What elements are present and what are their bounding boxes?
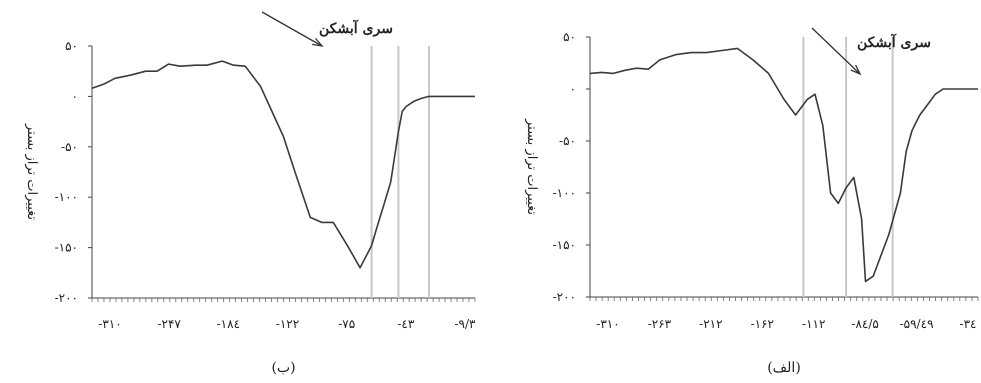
y-tick-label: -۱۰۰ bbox=[55, 190, 78, 204]
x-tick-label: -۵۹/٤۹ bbox=[900, 317, 934, 331]
x-tick-label: -۳۱۰ bbox=[98, 317, 121, 331]
y-tick-label: ۵۰ bbox=[563, 30, 576, 44]
y-axis-label: تغییرات تراز بستر bbox=[24, 123, 39, 220]
x-tick-label: -۸٤/۵ bbox=[851, 317, 878, 331]
x-tick-label: -۱۸٤ bbox=[217, 317, 240, 331]
x-tick-label: -۳۱۰ bbox=[596, 317, 619, 331]
y-tick-label: -۲۰۰ bbox=[553, 290, 576, 304]
groyne-series-annotation: سری آبشکن bbox=[319, 19, 393, 37]
x-tick-label: -۷۵ bbox=[338, 317, 355, 331]
chart-panel-b: ۵۰ ۰ -۵۰ -۱۰۰ -۱۵۰ -۲۰۰ -۳۱۰ -۲۴۷ -۱۸٤ -۱۲۲ -۷۵ -٤۳… bbox=[24, 11, 477, 376]
x-tick-label: -۹/۳ bbox=[455, 317, 477, 331]
x-tick-label: -۱۱۲ bbox=[802, 317, 825, 331]
y-axis-label: تغییرات تراز بستر bbox=[524, 118, 539, 215]
y-tick-label: ۵۰ bbox=[65, 39, 78, 53]
y-tick-label: -۵۰ bbox=[559, 134, 576, 148]
x-tick-label: -۲۱۲ bbox=[699, 317, 722, 331]
series-line bbox=[589, 47, 978, 283]
panel-label: (ب) bbox=[271, 360, 295, 376]
x-tick-label: -۲۶۳ bbox=[648, 317, 672, 331]
y-tick-label: ۰ bbox=[570, 82, 576, 96]
groyne-series-annotation: سری آبشکن bbox=[857, 33, 931, 51]
panel-label: (الف) bbox=[767, 360, 801, 376]
y-tick-label: -۵۰ bbox=[61, 140, 78, 154]
y-tick-label: -۱۵۰ bbox=[55, 241, 78, 255]
annotation-arrow bbox=[261, 11, 323, 47]
series-line bbox=[91, 60, 475, 269]
chart-panel-alef: ۵۰ ۰ -۵۰ -۱۰۰ -۱۵۰ -۲۰۰ -۳۱۰ -۲۶۳ -۲۱۲ -۱۶۲ -۱۱۲ -۸… bbox=[524, 27, 979, 376]
y-tick-label: -۱۰۰ bbox=[553, 186, 576, 200]
y-tick-label: -۱۵۰ bbox=[553, 238, 576, 252]
x-tick-label: -۱۶۲ bbox=[751, 317, 774, 331]
annotation-arrow bbox=[811, 27, 861, 75]
arrow-head bbox=[312, 37, 324, 47]
x-tick-label: -۲۴۷ bbox=[157, 317, 181, 331]
x-tick-label: -٤۳ bbox=[397, 317, 415, 331]
x-tick-label: -۱۲۲ bbox=[276, 317, 299, 331]
y-tick-label: ۰ bbox=[72, 89, 78, 103]
arrow-head bbox=[850, 64, 862, 76]
x-tick-label: -۳٤ bbox=[960, 317, 977, 331]
y-tick-label: -۲۰۰ bbox=[55, 291, 78, 305]
